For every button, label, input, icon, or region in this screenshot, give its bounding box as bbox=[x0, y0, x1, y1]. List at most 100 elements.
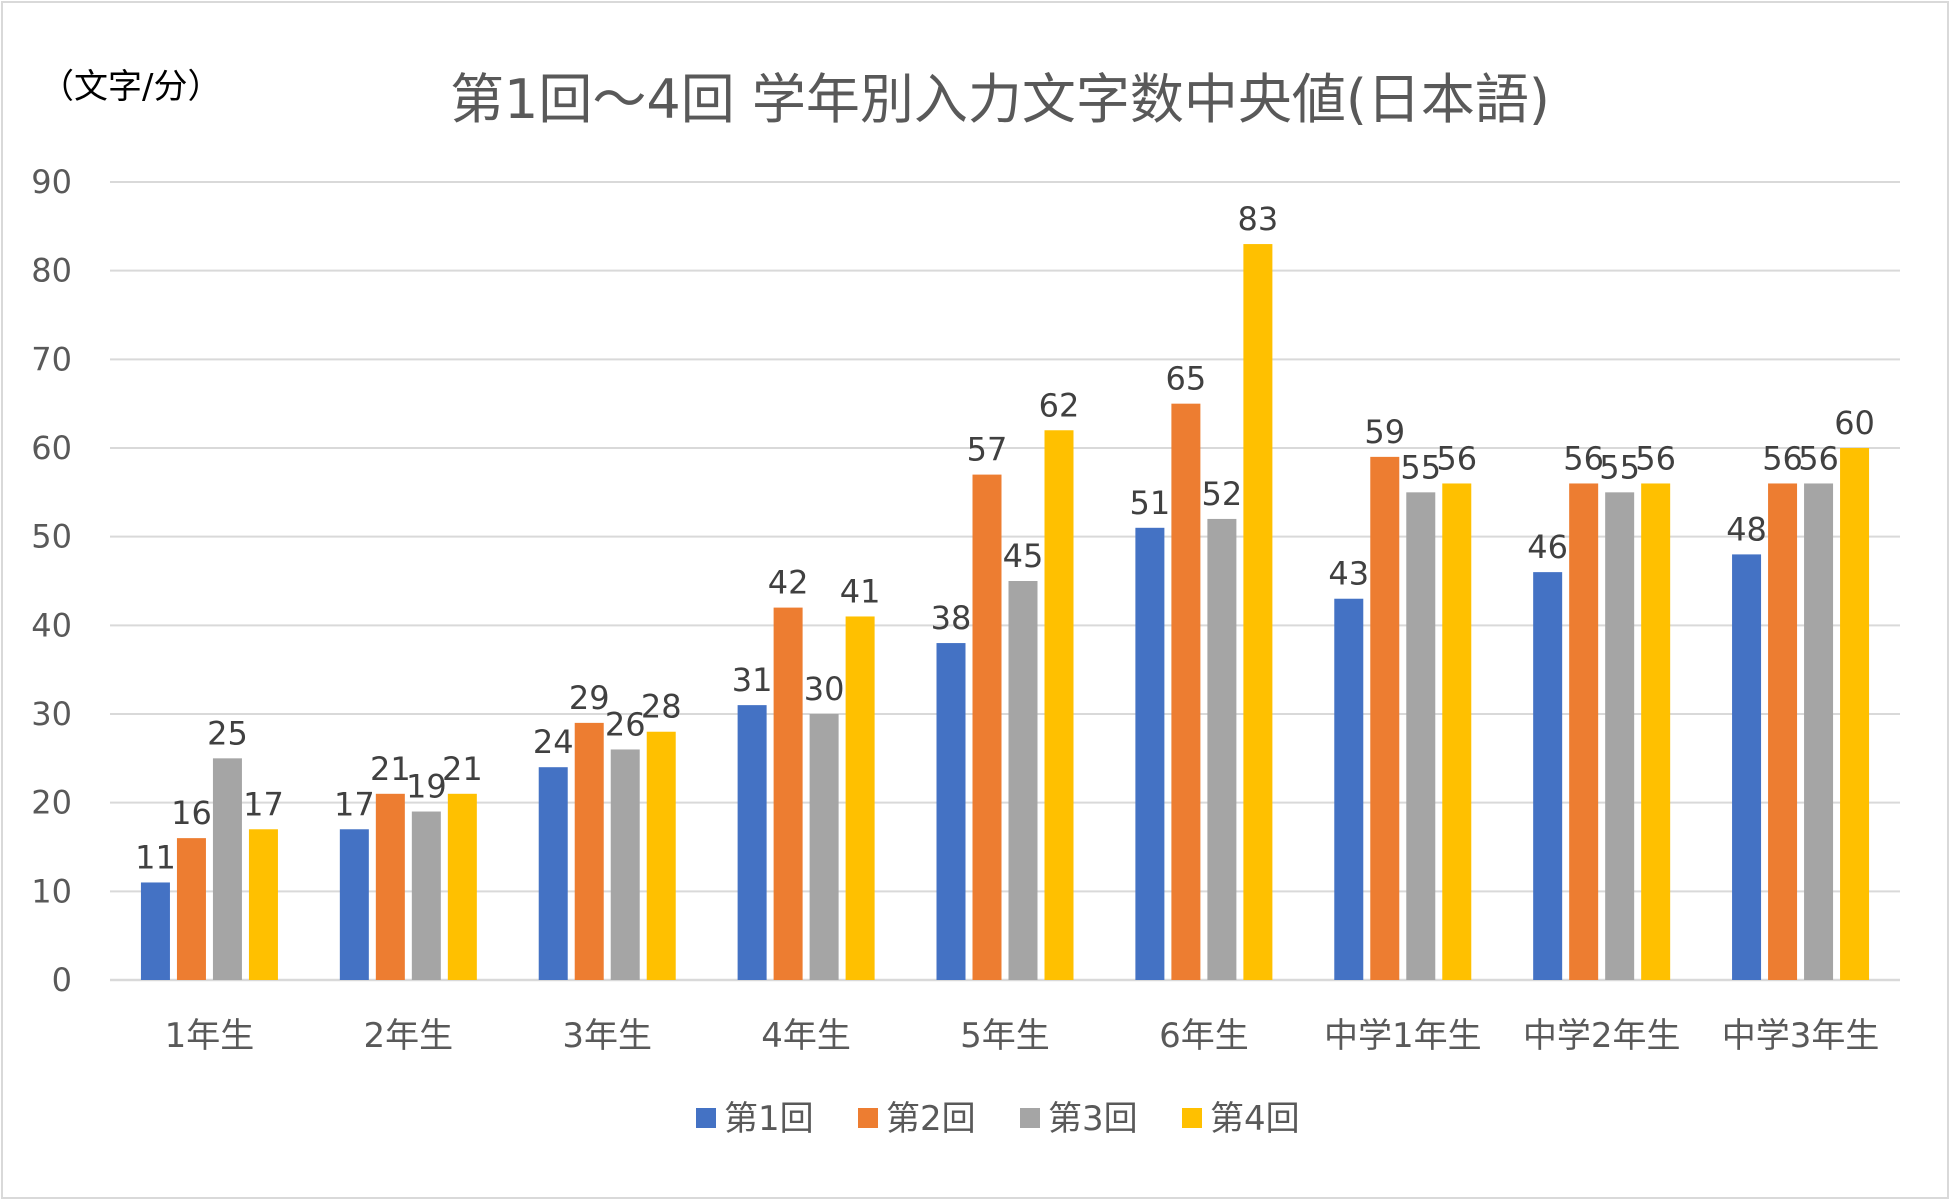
bar bbox=[809, 714, 839, 980]
data-label: 45 bbox=[1003, 537, 1044, 575]
x-category-label: 1年生 bbox=[165, 1016, 255, 1056]
bar bbox=[411, 811, 441, 980]
bar bbox=[610, 749, 640, 980]
data-label: 31 bbox=[732, 661, 773, 699]
data-label: 38 bbox=[931, 599, 972, 637]
data-label: 25 bbox=[207, 714, 248, 752]
bar bbox=[845, 616, 875, 980]
bar bbox=[1334, 598, 1364, 980]
bar bbox=[1406, 492, 1436, 980]
data-label: 51 bbox=[1130, 484, 1171, 522]
x-category-label: 中学1年生 bbox=[1324, 1016, 1482, 1056]
y-tick-label: 0 bbox=[52, 961, 72, 999]
bar bbox=[1533, 572, 1563, 980]
bar bbox=[1442, 483, 1472, 980]
bar bbox=[1605, 492, 1635, 980]
y-tick-label: 40 bbox=[31, 606, 72, 644]
bar bbox=[972, 474, 1002, 980]
data-label: 83 bbox=[1238, 200, 1279, 238]
data-label: 56 bbox=[1798, 439, 1839, 477]
y-tick-label: 60 bbox=[31, 429, 72, 467]
y-tick-label: 50 bbox=[31, 518, 72, 556]
x-category-label: 2年生 bbox=[364, 1016, 454, 1056]
bar bbox=[1008, 581, 1038, 980]
data-label: 60 bbox=[1834, 404, 1875, 442]
data-label: 56 bbox=[1635, 439, 1676, 477]
bar bbox=[339, 829, 369, 980]
legend-swatch bbox=[1020, 1108, 1040, 1128]
bar bbox=[212, 758, 242, 980]
bar bbox=[176, 838, 206, 980]
data-label: 24 bbox=[533, 723, 574, 761]
data-label: 28 bbox=[641, 688, 682, 726]
data-label: 16 bbox=[171, 794, 212, 832]
legend: 第1回 第2回 第3回 第4回 bbox=[696, 1099, 1300, 1139]
data-label: 48 bbox=[1726, 510, 1767, 548]
data-label: 21 bbox=[370, 750, 411, 788]
bar bbox=[574, 722, 604, 980]
data-label: 21 bbox=[442, 750, 483, 788]
data-label: 41 bbox=[840, 572, 881, 610]
data-label: 43 bbox=[1328, 555, 1369, 593]
data-label: 29 bbox=[569, 679, 610, 717]
data-label: 52 bbox=[1202, 475, 1243, 513]
y-tick-label: 10 bbox=[31, 872, 72, 910]
y-axis-tick-labels: 0 10 20 30 40 50 60 70 80 90 bbox=[31, 163, 72, 999]
data-label: 42 bbox=[768, 564, 809, 602]
bar bbox=[646, 731, 676, 980]
legend-swatch bbox=[696, 1108, 716, 1128]
data-label: 56 bbox=[1762, 439, 1803, 477]
bar bbox=[1207, 518, 1237, 980]
data-label: 30 bbox=[804, 670, 845, 708]
legend-swatch bbox=[858, 1108, 878, 1128]
data-label: 59 bbox=[1364, 413, 1405, 451]
bar bbox=[1243, 244, 1273, 981]
bar bbox=[1768, 483, 1798, 980]
data-label: 56 bbox=[1436, 439, 1477, 477]
bar bbox=[538, 767, 568, 980]
data-label: 26 bbox=[605, 705, 646, 743]
data-label: 46 bbox=[1527, 528, 1568, 566]
y-axis-unit-label: （文字/分） bbox=[40, 67, 221, 107]
y-tick-label: 80 bbox=[31, 252, 72, 290]
gridlines bbox=[110, 181, 1900, 982]
x-axis-category-labels: 1年生 2年生 3年生 4年生 5年生 6年生 中学1年生 中学2年生 中学3年生 bbox=[165, 1016, 1880, 1056]
data-label: 11 bbox=[135, 838, 176, 876]
bar bbox=[1840, 448, 1870, 980]
bar bbox=[1641, 483, 1671, 980]
x-category-label: 中学2年生 bbox=[1523, 1016, 1681, 1056]
data-label: 55 bbox=[1400, 448, 1441, 486]
x-category-label: 4年生 bbox=[761, 1016, 851, 1056]
chart-title: 第1回～4回 学年別入力文字数中央値(日本語) bbox=[450, 68, 1550, 131]
bar bbox=[248, 829, 278, 980]
x-category-label: 3年生 bbox=[562, 1016, 652, 1056]
legend-label: 第3回 bbox=[1048, 1099, 1138, 1139]
legend-label: 第2回 bbox=[886, 1099, 976, 1139]
bar bbox=[1135, 527, 1165, 980]
data-label: 17 bbox=[243, 785, 284, 823]
bar bbox=[737, 705, 767, 980]
data-label: 57 bbox=[967, 431, 1008, 469]
bar bbox=[1171, 403, 1201, 981]
y-tick-label: 20 bbox=[31, 784, 72, 822]
data-label: 56 bbox=[1563, 439, 1604, 477]
bar bbox=[773, 607, 803, 980]
bar bbox=[447, 793, 477, 980]
data-label: 65 bbox=[1166, 360, 1207, 398]
x-category-label: 6年生 bbox=[1159, 1016, 1249, 1056]
bar bbox=[1569, 483, 1599, 980]
legend-label: 第4回 bbox=[1210, 1099, 1300, 1139]
bar bbox=[140, 882, 170, 980]
y-tick-label: 70 bbox=[31, 340, 72, 378]
bar bbox=[1732, 554, 1762, 980]
bar bbox=[375, 793, 405, 980]
y-tick-label: 30 bbox=[31, 695, 72, 733]
data-label: 62 bbox=[1039, 386, 1080, 424]
legend-label: 第1回 bbox=[724, 1099, 814, 1139]
data-label: 17 bbox=[334, 785, 375, 823]
legend-swatch bbox=[1182, 1108, 1202, 1128]
data-label: 19 bbox=[406, 768, 447, 806]
